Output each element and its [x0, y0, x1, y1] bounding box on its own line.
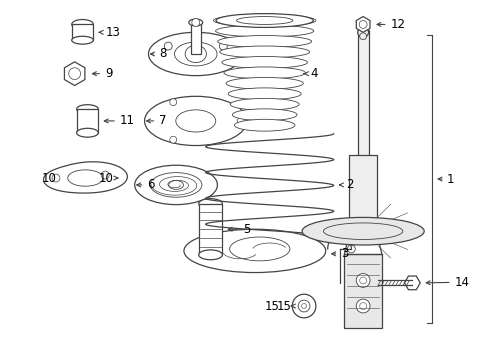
Circle shape — [169, 99, 176, 105]
Polygon shape — [43, 162, 127, 193]
Circle shape — [356, 299, 369, 313]
Ellipse shape — [215, 25, 313, 37]
Circle shape — [359, 277, 366, 284]
Ellipse shape — [198, 250, 222, 260]
Text: 7: 7 — [159, 114, 166, 127]
Ellipse shape — [228, 88, 301, 100]
Ellipse shape — [216, 14, 313, 27]
Bar — [357, 30, 368, 175]
Text: 12: 12 — [390, 18, 405, 31]
Text: 13: 13 — [105, 26, 120, 39]
Text: 11: 11 — [120, 114, 135, 127]
Circle shape — [356, 274, 369, 287]
Text: 9: 9 — [105, 67, 112, 80]
Polygon shape — [68, 170, 103, 186]
Bar — [190, 22, 200, 54]
Text: 10: 10 — [99, 171, 114, 185]
Ellipse shape — [224, 67, 305, 79]
Ellipse shape — [144, 96, 246, 145]
Ellipse shape — [188, 19, 202, 26]
Ellipse shape — [232, 109, 296, 121]
Ellipse shape — [323, 223, 402, 239]
Bar — [72, 24, 93, 40]
Bar — [344, 254, 381, 328]
Ellipse shape — [72, 19, 93, 30]
Ellipse shape — [213, 15, 315, 26]
Ellipse shape — [77, 105, 98, 113]
Ellipse shape — [77, 128, 98, 137]
Ellipse shape — [150, 172, 202, 197]
Ellipse shape — [174, 42, 217, 66]
Text: 6: 6 — [147, 179, 155, 192]
Circle shape — [301, 303, 306, 309]
Polygon shape — [64, 62, 85, 85]
Text: 3: 3 — [341, 247, 348, 260]
Ellipse shape — [236, 17, 292, 24]
Text: 2: 2 — [346, 179, 353, 192]
Bar — [198, 204, 222, 255]
Text: 5: 5 — [243, 223, 250, 236]
Circle shape — [292, 294, 315, 318]
Ellipse shape — [357, 27, 368, 37]
Circle shape — [52, 174, 60, 182]
Ellipse shape — [217, 36, 311, 48]
Text: 8: 8 — [159, 48, 166, 60]
Circle shape — [101, 171, 109, 179]
Circle shape — [359, 302, 366, 310]
Bar — [348, 156, 376, 234]
Ellipse shape — [176, 110, 215, 132]
Polygon shape — [404, 276, 419, 290]
Bar — [77, 109, 98, 133]
Text: 1: 1 — [446, 172, 453, 185]
Ellipse shape — [234, 119, 294, 131]
Ellipse shape — [222, 57, 307, 68]
Ellipse shape — [359, 33, 366, 40]
Ellipse shape — [219, 46, 309, 58]
Ellipse shape — [230, 98, 299, 110]
Circle shape — [164, 42, 172, 50]
Circle shape — [219, 42, 227, 50]
Ellipse shape — [183, 229, 325, 273]
Circle shape — [169, 136, 176, 143]
Ellipse shape — [302, 217, 423, 245]
Ellipse shape — [198, 199, 222, 208]
Text: 4: 4 — [309, 67, 317, 80]
Ellipse shape — [168, 180, 183, 189]
Ellipse shape — [135, 165, 217, 204]
Circle shape — [191, 18, 199, 26]
Circle shape — [237, 117, 244, 124]
Circle shape — [298, 300, 309, 312]
Ellipse shape — [148, 32, 243, 76]
Text: 14: 14 — [454, 276, 469, 289]
Text: 15: 15 — [276, 300, 291, 312]
Ellipse shape — [229, 237, 289, 261]
Circle shape — [359, 21, 366, 28]
Text: 10: 10 — [41, 171, 56, 185]
Ellipse shape — [185, 45, 206, 63]
Text: 15: 15 — [264, 300, 279, 312]
Ellipse shape — [72, 36, 93, 44]
Polygon shape — [356, 17, 369, 32]
Circle shape — [346, 245, 355, 253]
Ellipse shape — [225, 77, 303, 89]
Circle shape — [69, 68, 81, 80]
